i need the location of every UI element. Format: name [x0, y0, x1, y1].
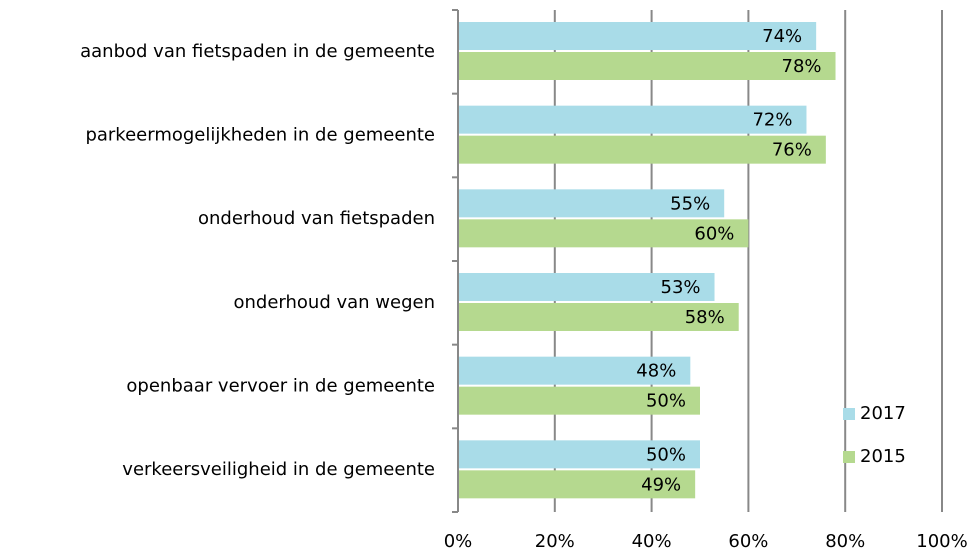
bar [458, 303, 739, 331]
bar [458, 189, 725, 218]
bar [458, 470, 696, 499]
data-label: 74% [762, 26, 802, 47]
data-label: 49% [641, 474, 681, 495]
bar [458, 52, 836, 80]
bar [458, 356, 691, 385]
legend-swatch [843, 451, 855, 463]
bar [458, 386, 700, 415]
x-tick-label: 0% [444, 531, 473, 552]
data-label: 72% [752, 110, 792, 131]
bar [458, 135, 826, 164]
legend-swatch [843, 408, 855, 420]
legend-label: 2017 [860, 403, 906, 424]
bar [458, 273, 715, 301]
x-tick-label: 20% [535, 531, 575, 552]
data-label: 48% [636, 361, 676, 382]
legend-label: 2015 [860, 446, 906, 467]
y-tick-label: onderhoud van wegen [234, 292, 436, 313]
x-tick-label: 100% [916, 531, 967, 552]
x-tick-label: 40% [632, 531, 672, 552]
data-label: 55% [670, 193, 710, 214]
data-label: 50% [646, 444, 686, 465]
bar [458, 105, 807, 134]
data-label: 58% [685, 307, 725, 328]
y-tick-label: aanbod van fietspaden in de gemeente [80, 41, 435, 62]
x-tick-label: 60% [728, 531, 768, 552]
y-tick-label: openbaar vervoer in de gemeente [126, 376, 435, 397]
data-label: 50% [646, 391, 686, 412]
y-tick-label: parkeermogelijkheden in de gemeente [85, 125, 435, 146]
y-tick-label: verkeersveiligheid in de gemeente [122, 459, 435, 480]
data-label: 76% [772, 140, 812, 161]
y-tick-label: onderhoud van fietspaden [198, 208, 435, 229]
x-tick-label: 80% [825, 531, 865, 552]
data-label: 60% [694, 223, 734, 244]
data-label: 53% [661, 277, 701, 298]
bar [458, 22, 817, 50]
bar [458, 440, 700, 469]
data-label: 78% [782, 56, 822, 77]
bar [458, 219, 749, 248]
